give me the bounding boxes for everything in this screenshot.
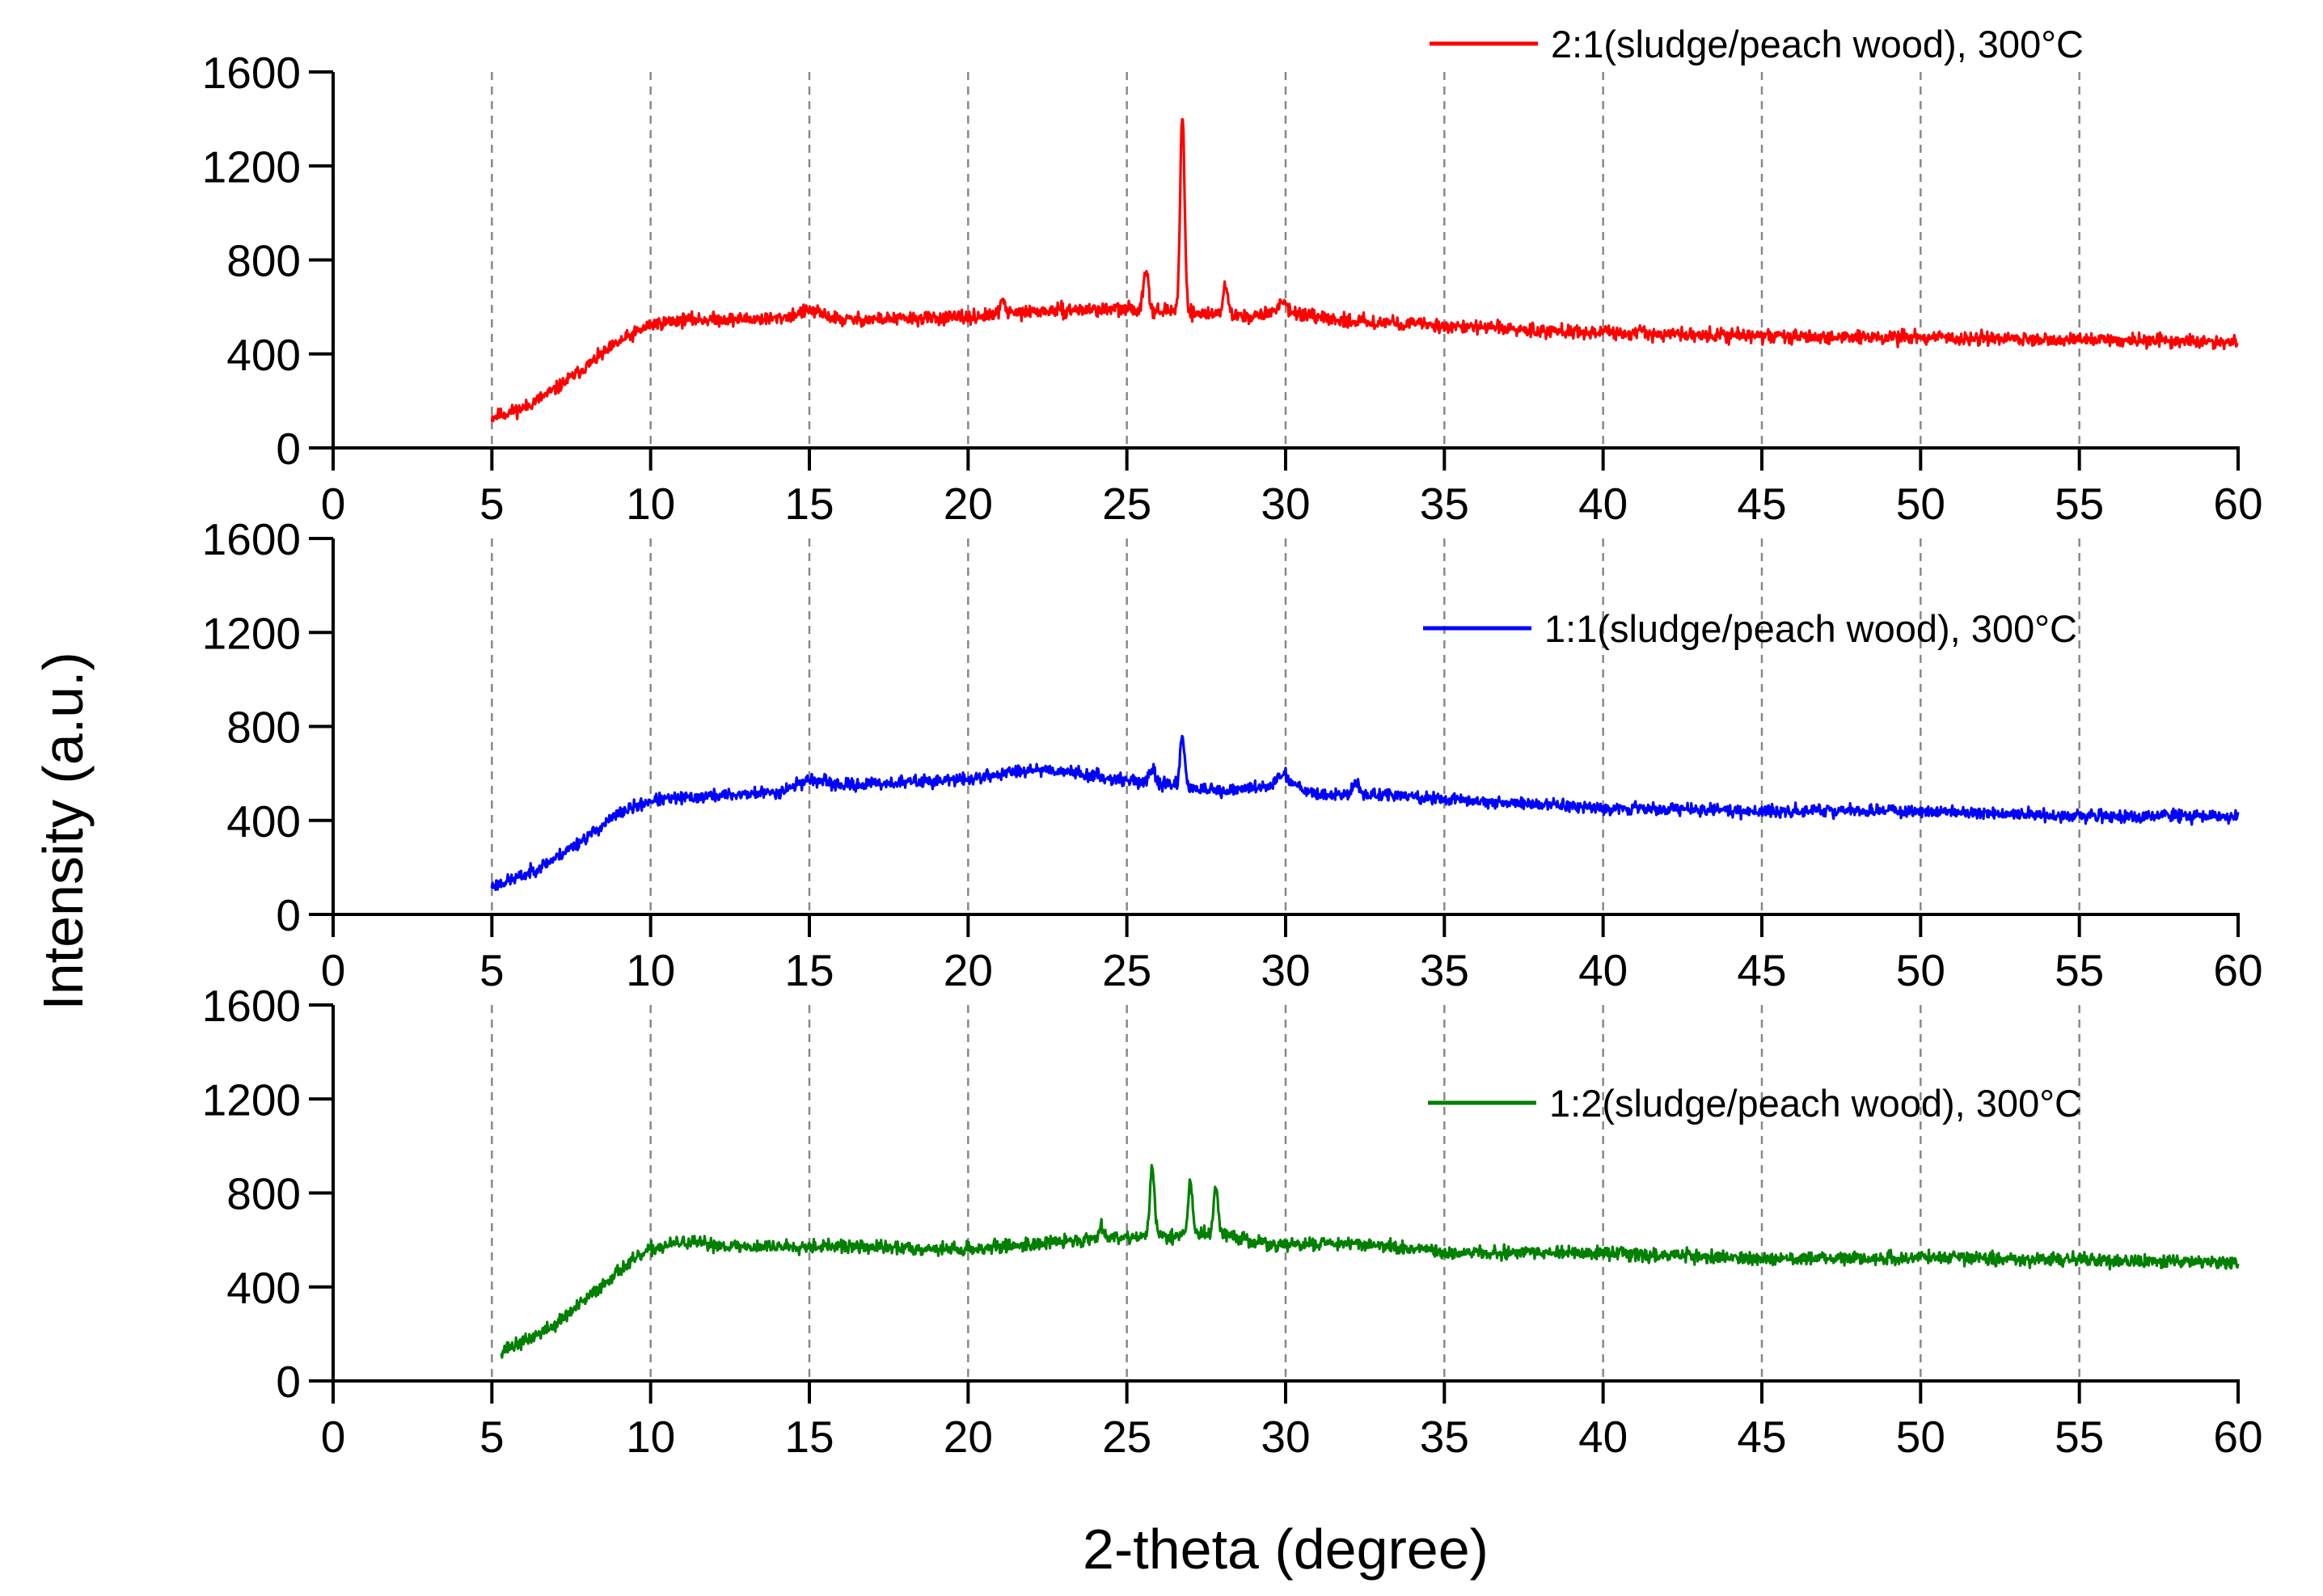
y-tick-label-800: 800 — [226, 1169, 301, 1219]
y-tick-label-400: 400 — [226, 796, 301, 847]
y-tick-label-400: 400 — [226, 1263, 301, 1313]
y-tick-label-1600: 1600 — [202, 48, 301, 98]
x-tick-label-40: 40 — [1578, 1412, 1628, 1462]
x-tick-label-25: 25 — [1102, 479, 1151, 529]
x-tick-label-45: 45 — [1737, 945, 1786, 995]
y-tick-label-0: 0 — [276, 424, 301, 474]
x-tick-label-15: 15 — [784, 1412, 834, 1462]
panel-2: 0 400 800 1200 1600 0 5 10 15 20 25 30 35 40 45 50 55 60 1… — [202, 514, 2263, 995]
x-tick-label-0: 0 — [321, 479, 346, 529]
x-tick-label-20: 20 — [944, 945, 993, 995]
y-tick-label-1600: 1600 — [202, 514, 301, 564]
x-tick-label-5: 5 — [479, 945, 505, 995]
legend-label: 1:2(sludge/peach wood), 300°C — [1549, 1082, 2082, 1125]
y-tick-label-1200: 1200 — [202, 141, 301, 192]
legend-1: 2:1(sludge/peach wood), 300°C — [1430, 23, 2084, 65]
x-tick-label-10: 10 — [626, 945, 675, 995]
series-line-2 — [490, 734, 2240, 892]
x-tick-label-45: 45 — [1737, 1412, 1786, 1462]
x-tick-label-50: 50 — [1896, 479, 1945, 529]
x-tick-label-60: 60 — [2213, 1412, 2262, 1462]
x-tick-label-35: 35 — [1420, 479, 1469, 529]
y-tick-label-400: 400 — [226, 330, 301, 380]
x-tick-label-25: 25 — [1102, 1412, 1151, 1462]
x-tick-label-40: 40 — [1578, 479, 1628, 529]
legend-3: 1:2(sludge/peach wood), 300°C — [1428, 1082, 2082, 1125]
x-tick-label-20: 20 — [944, 1412, 993, 1462]
y-tick-label-0: 0 — [276, 1357, 301, 1407]
legend-2: 1:1(sludge/peach wood), 300°C — [1423, 607, 2077, 650]
x-tick-label-35: 35 — [1420, 945, 1469, 995]
x-tick-label-15: 15 — [784, 479, 834, 529]
x-tick-label-5: 5 — [479, 1412, 505, 1462]
y-tick-label-800: 800 — [226, 703, 301, 753]
x-tick-label-10: 10 — [626, 479, 675, 529]
x-tick-label-25: 25 — [1102, 945, 1151, 995]
x-tick-label-55: 55 — [2055, 945, 2104, 995]
legend-label: 2:1(sludge/peach wood), 300°C — [1551, 23, 2084, 65]
x-tick-label-15: 15 — [784, 945, 834, 995]
legend-label: 1:1(sludge/peach wood), 300°C — [1544, 607, 2077, 650]
y-tick-label-1600: 1600 — [202, 981, 301, 1031]
x-tick-label-50: 50 — [1896, 1412, 1945, 1462]
x-axis-title: 2-theta (degree) — [1083, 1518, 1489, 1581]
x-tick-label-30: 30 — [1261, 945, 1310, 995]
x-tick-label-35: 35 — [1420, 1412, 1469, 1462]
x-tick-label-50: 50 — [1896, 945, 1945, 995]
x-tick-label-20: 20 — [944, 479, 993, 529]
y-tick-label-0: 0 — [276, 890, 301, 940]
x-tick-label-60: 60 — [2213, 945, 2262, 995]
x-tick-label-55: 55 — [2055, 1412, 2104, 1462]
series-line-1 — [490, 118, 2239, 423]
y-tick-label-1200: 1200 — [202, 608, 301, 658]
x-tick-label-0: 0 — [321, 945, 346, 995]
y-tick-label-1200: 1200 — [202, 1075, 301, 1125]
panel-3: 0 400 800 1200 1600 0 5 10 15 20 25 30 35 40 45 50 55 60 1… — [202, 981, 2263, 1462]
panel-1: 0 400 800 1200 1600 0 5 10 15 20 25 30 35 40 45 50 55 60 2… — [202, 23, 2263, 529]
x-tick-label-45: 45 — [1737, 479, 1786, 529]
x-tick-label-0: 0 — [321, 1412, 346, 1462]
y-axis-title: Intensity (a.u.) — [32, 652, 95, 1011]
x-tick-label-30: 30 — [1261, 479, 1310, 529]
x-tick-label-5: 5 — [479, 479, 505, 529]
x-tick-label-40: 40 — [1578, 945, 1628, 995]
series-line-3 — [500, 1163, 2240, 1359]
x-tick-label-55: 55 — [2055, 479, 2104, 529]
x-tick-label-10: 10 — [626, 1412, 675, 1462]
x-tick-label-60: 60 — [2213, 479, 2262, 529]
y-tick-label-800: 800 — [226, 236, 301, 286]
x-tick-label-30: 30 — [1261, 1412, 1310, 1462]
